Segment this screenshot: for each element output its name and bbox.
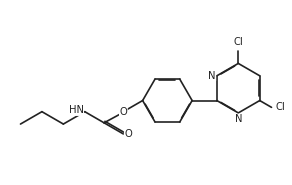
Text: HN: HN <box>69 105 84 115</box>
Text: N: N <box>208 71 215 81</box>
Text: Cl: Cl <box>233 37 243 47</box>
Text: O: O <box>124 129 132 139</box>
Text: Cl: Cl <box>276 102 286 112</box>
Text: N: N <box>234 114 242 124</box>
Text: O: O <box>119 107 127 117</box>
